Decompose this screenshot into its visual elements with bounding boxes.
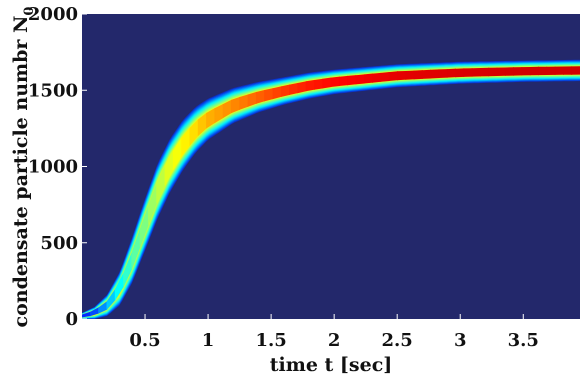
y-axis-title-subscript: 0 [22,7,37,16]
heat-core-segment [255,89,266,104]
heat-core-segment [396,70,407,81]
heat-core-segment [380,72,390,82]
heat-core-segment [455,68,465,78]
y-tick-label: 500 [40,233,78,254]
heat-core-segment [297,81,307,94]
y-axis-title-main: condensate particle numbr N [10,16,32,328]
y-tick-label: 0 [65,309,78,330]
heat-core-segment [471,67,481,77]
heat-core-segment [363,73,373,84]
heat-core-segment [239,94,249,110]
heat-core-segment [488,67,498,77]
heat-core-segment [479,67,490,77]
heat-core-segment [529,66,539,76]
heat-core-segment [264,88,274,102]
heat-core-segment [405,70,415,80]
x-tick-label: 2.5 [382,330,413,351]
heat-core-segment [289,82,299,95]
y-tick-label: 1500 [28,80,78,101]
heat-core-segment [313,78,324,90]
heat-core-segment [413,70,423,80]
heat-core-segment [280,84,290,98]
y-axis-title: condensate particle numbr N0 [10,7,37,328]
heat-core-segment [438,69,448,79]
x-tick-label: 1 [202,330,215,351]
heat-core-segment [388,71,398,82]
heat-core-segment [538,66,548,76]
x-tick-label: 2 [328,330,341,351]
y-tick-label: 2000 [28,4,78,25]
heat-core-segment [463,68,473,77]
heat-core-segment [330,76,340,88]
x-tick-label: 1.5 [255,330,286,351]
heat-core-segment [571,66,580,75]
heat-core-segment [554,66,564,75]
heat-core-segment [305,79,315,92]
heat-core-segment [513,67,523,76]
heat-band [82,66,580,318]
heat-core-segment [372,72,382,83]
y-axis-ticks: 0 500 1000 1500 2000 [28,4,87,330]
y-tick-label: 1000 [28,157,78,178]
heat-core-segment [338,75,349,87]
heat-core-segment [421,69,432,79]
x-axis-title: time t [sec] [270,354,393,376]
x-tick-label: 3.5 [508,330,539,351]
x-axis-ticks: 0.5 1 1.5 2 2.5 3 3.5 [129,314,539,351]
heat-core-segment [563,66,573,75]
heat-core-segment [355,74,365,85]
heat-core-segment [272,86,282,100]
heat-core-segment [322,77,332,89]
plot-area [82,14,580,319]
heat-core-segment [430,69,440,79]
heat-core-segment [446,68,456,78]
heat-core-segment [496,67,506,77]
heat-core-segment [546,66,556,76]
heat-core-segment [347,75,357,86]
heat-core-segment [521,66,531,76]
heat-core-segment [504,67,514,76]
x-tick-label: 3 [454,330,467,351]
x-tick-label: 0.5 [129,330,160,351]
heatmap-ridge [82,59,580,319]
